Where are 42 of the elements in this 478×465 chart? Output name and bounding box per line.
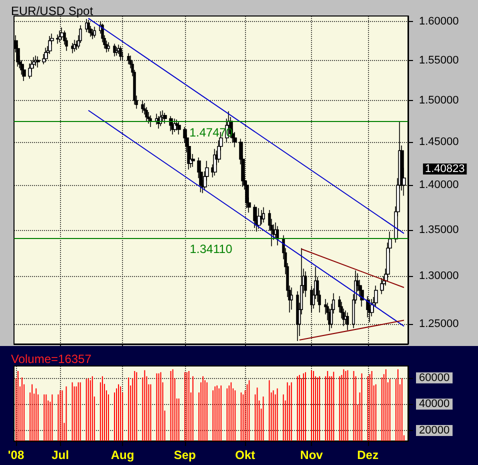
x-tick-label: Nov (300, 448, 324, 462)
candlestick (191, 154, 195, 168)
candlestick (163, 112, 167, 124)
candlestick (48, 36, 52, 54)
x-tick-label: Okt (235, 448, 256, 462)
ref-line-label: 1.34110 (190, 242, 233, 256)
candlestick (253, 204, 257, 228)
y-tick-label: 1.50000 (419, 94, 459, 107)
candlestick (73, 40, 76, 52)
candlestick (149, 114, 152, 128)
candlestick (28, 63, 32, 80)
y-tick-label: 1.60000 (419, 15, 459, 28)
candlestick (374, 285, 378, 308)
y-tick-label: 60000 (419, 372, 450, 384)
candlestick (290, 287, 293, 310)
y-tick-label: 40000 (419, 398, 450, 410)
y-tick-label: 1.35000 (419, 224, 459, 236)
candlestick (91, 28, 94, 40)
x-tick-label: Sep (174, 448, 196, 462)
candlestick (22, 64, 26, 82)
candlestick (107, 42, 110, 52)
candlestick (260, 210, 263, 225)
candlestick (262, 206, 265, 223)
candlestick (71, 42, 74, 54)
annotation: 1.40823 (424, 162, 465, 175)
chart-title: EUR/USD Spot (11, 4, 94, 18)
candlestick (113, 43, 116, 57)
y-tick-label: 1.25000 (419, 318, 459, 330)
y-tick-label: 20000 (419, 424, 450, 436)
x-tick-label: Dez (357, 448, 378, 462)
y-tick-label: 1.40000 (419, 179, 459, 192)
y-tick-label: 1.45000 (419, 136, 459, 148)
candlestick (155, 113, 158, 125)
y-tick-label: 1.30000 (419, 270, 459, 282)
x-tick-label: Aug (110, 448, 134, 462)
candlestick (177, 122, 181, 135)
candlestick (93, 26, 96, 38)
chart-title: Volume=16357 (11, 352, 92, 366)
y-tick-label: 1.55000 (419, 54, 459, 66)
x-tick-label: Jul (52, 448, 69, 462)
x-tick-label: '08 (8, 448, 24, 462)
candlestick (145, 106, 148, 122)
